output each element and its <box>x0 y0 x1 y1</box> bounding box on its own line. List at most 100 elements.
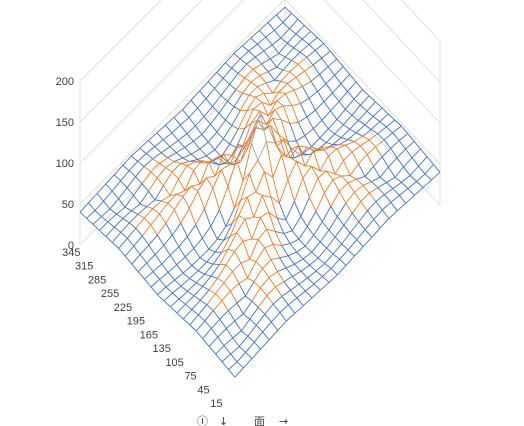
surface-mesh-line <box>167 264 178 273</box>
surface-mesh-line <box>381 156 389 168</box>
surface-mesh-line <box>310 81 318 92</box>
right-arrow-icon[interactable]: → <box>279 415 288 426</box>
surface-mesh-line <box>308 177 319 198</box>
surface-mesh-line <box>298 283 306 292</box>
surface-mesh-line <box>315 109 323 121</box>
surface-mesh-line <box>306 57 314 66</box>
surface-mesh-line <box>171 171 179 180</box>
surface-mesh-line <box>191 299 201 310</box>
surface-mesh-line <box>312 128 321 139</box>
surface-mesh-line <box>390 140 400 149</box>
surface-mesh-line <box>276 14 284 23</box>
surface-mesh-line <box>321 110 331 121</box>
surface-mesh-line <box>116 206 126 215</box>
z-tick-label: 50 <box>62 199 74 211</box>
surface-mesh-line <box>180 285 188 292</box>
surface-mesh-line <box>232 271 240 284</box>
surface-mesh-line <box>323 192 332 207</box>
surface-mesh-line <box>212 300 223 311</box>
surface-mesh-line <box>208 156 218 163</box>
surface-mesh-line <box>210 264 220 277</box>
surface-mesh-line <box>210 275 218 279</box>
surface-mesh-line <box>180 163 188 166</box>
down-arrow-icon[interactable]: ↓ <box>219 415 228 426</box>
surface-mesh-line <box>277 320 287 331</box>
surface-mesh-line <box>177 140 186 148</box>
surface-mesh-line <box>178 291 188 300</box>
surface-mesh-line <box>431 171 441 181</box>
surface-mesh-line <box>345 108 353 116</box>
surface-mesh-line <box>276 6 286 16</box>
surface-mesh-line <box>261 63 269 72</box>
surface-mesh-line <box>255 93 265 98</box>
surface-mesh-line <box>225 106 235 121</box>
surface-mesh-line <box>302 177 310 198</box>
surface-mesh-line <box>262 268 270 278</box>
surface-mesh-line <box>263 44 273 52</box>
surface-mesh-line <box>176 147 186 154</box>
surface-mesh-line <box>281 154 291 159</box>
surface-mesh-line <box>94 200 104 211</box>
surface-mesh-line <box>118 238 128 249</box>
surface-mesh-line <box>360 201 368 212</box>
surface-mesh-line <box>360 104 368 112</box>
surface-mesh-line <box>400 125 409 134</box>
z-axis-tick-labels: 0 50 100 150 200 <box>56 76 74 252</box>
surface-mesh-line <box>304 150 314 167</box>
surface-mesh-line <box>189 324 197 332</box>
surface-mesh-line <box>148 191 156 201</box>
surface-mesh-line <box>287 42 294 49</box>
surface-mesh-line <box>269 53 280 60</box>
surface-mesh-line <box>186 236 195 249</box>
surface-mesh-line <box>379 121 387 128</box>
surface-mesh-line <box>347 132 357 140</box>
surface-mesh-line <box>272 303 281 313</box>
surface-mesh-line <box>227 302 238 311</box>
surface-mesh-line <box>356 178 364 186</box>
surface-mesh-line <box>249 307 259 320</box>
surface-mesh-line <box>291 103 301 107</box>
surface-mesh-line <box>182 109 190 118</box>
surface-mesh-line <box>263 50 271 59</box>
surface-mesh-line <box>296 245 306 253</box>
surface-mesh-line <box>170 306 178 314</box>
surface-mesh <box>79 6 441 378</box>
surface-mesh-line <box>163 244 171 256</box>
surface-mesh-line <box>349 120 359 130</box>
surface-mesh-line <box>216 153 224 158</box>
surface-mesh-line <box>150 171 158 179</box>
surface-mesh-line <box>242 301 253 315</box>
surface-mesh-line <box>394 166 404 178</box>
surface-mesh-line <box>182 153 192 159</box>
surface-mesh-line <box>235 89 243 94</box>
surface-mesh-line <box>279 257 287 269</box>
surface-mesh-line <box>287 304 296 314</box>
surface-mesh-line <box>265 109 276 125</box>
surface-mesh-line <box>172 285 182 294</box>
surface-mesh-line <box>231 125 239 130</box>
surface-mesh-line <box>381 107 389 115</box>
surface-mesh-line <box>308 44 316 51</box>
rotate-icon[interactable]: Ⓘ <box>197 415 208 426</box>
surface-mesh-line <box>199 81 209 92</box>
surface-mesh-line <box>284 47 295 58</box>
surface-mesh-line <box>227 159 237 187</box>
surface-mesh-line <box>131 155 138 162</box>
surface-mesh-line <box>208 162 216 177</box>
surface-mesh-line <box>167 157 175 162</box>
surface-mesh-line <box>171 222 182 236</box>
surface-mesh-line <box>156 222 167 236</box>
surface-mesh-line <box>282 12 292 23</box>
surface-mesh-line <box>317 83 327 92</box>
surface-mesh-line <box>279 255 289 259</box>
wall-icon[interactable]: 面 <box>254 415 265 426</box>
surface-mesh-line <box>265 36 273 46</box>
surface-mesh-line <box>330 268 338 276</box>
surface-mesh-line <box>240 149 248 162</box>
surface-mesh-line <box>223 271 233 283</box>
surface-mesh-line <box>351 145 361 153</box>
surface-mesh-line <box>203 187 214 210</box>
surface-mesh-line <box>285 93 293 106</box>
surface-mesh-line <box>199 141 209 150</box>
